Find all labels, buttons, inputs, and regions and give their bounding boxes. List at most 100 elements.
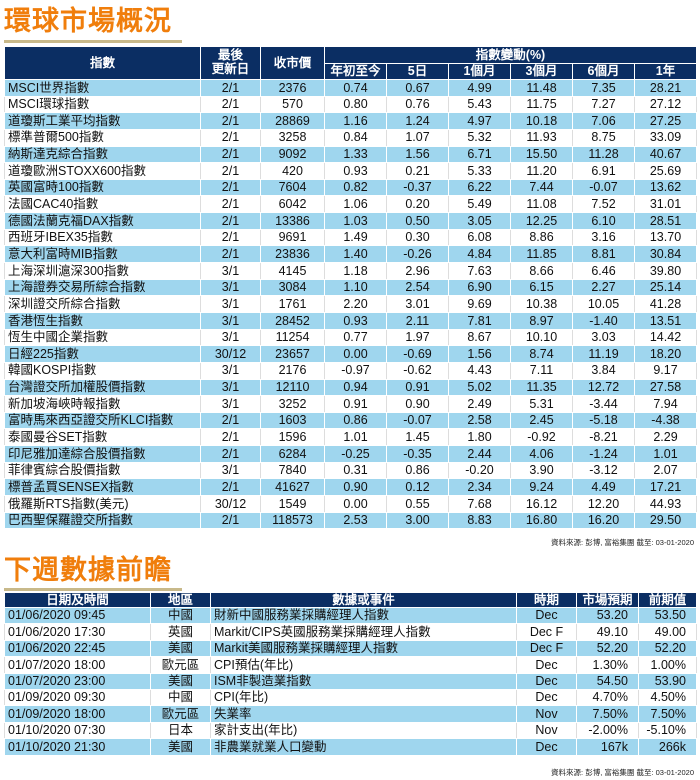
cell-1y: 33.09 bbox=[633, 128, 698, 147]
cell-close: 9092 bbox=[260, 145, 325, 164]
cell-ytd: 2.20 bbox=[324, 295, 387, 313]
cell-5d: 0.50 bbox=[386, 212, 449, 230]
cell-index-name: 道瓊斯工業平均指數 bbox=[4, 112, 201, 130]
header-close: 收市價 bbox=[260, 46, 325, 80]
cell-ytd: -0.25 bbox=[324, 445, 387, 463]
cell-index-name: 西班牙IBEX35指數 bbox=[4, 228, 201, 247]
cell-1y: 29.50 bbox=[633, 511, 698, 530]
cell-ytd: 0.86 bbox=[324, 411, 387, 430]
market-title-rule bbox=[4, 40, 182, 43]
cell-1y: 13.70 bbox=[633, 228, 698, 247]
cell-ytd: 0.00 bbox=[324, 495, 387, 513]
cell-3m: 10.18 bbox=[510, 112, 573, 130]
cell-1y: 28.51 bbox=[633, 212, 698, 230]
cell-index-name: MSCI世界指數 bbox=[4, 79, 201, 97]
header-change-group: 指數變動(%) bbox=[323, 46, 698, 64]
cell-index-name: 上海證券交易所綜合指數 bbox=[4, 278, 201, 297]
cell-datetime: 01/06/2020 09:45 bbox=[4, 606, 151, 625]
calendar-row: 01/10/2020 21:30 美國 非農業就業人口變動 Dec 167k 266k bbox=[4, 738, 697, 756]
cell-index-name: 道瓊歐洲STOXX600指數 bbox=[4, 162, 201, 180]
cell-close: 1761 bbox=[260, 295, 325, 313]
cell-1m: 9.69 bbox=[448, 295, 511, 313]
cell-previous: 7.50% bbox=[638, 705, 697, 723]
cell-1m: 6.71 bbox=[448, 145, 511, 164]
cell-1y: -4.38 bbox=[633, 411, 698, 430]
market-row: 俄羅斯RTS指數(美元) 30/12 1549 0.00 0.55 7.68 16.12 12… bbox=[4, 495, 698, 513]
cell-3m: 8.86 bbox=[510, 228, 573, 247]
cell-5d: -0.69 bbox=[386, 345, 449, 363]
calendar-row: 01/07/2020 23:00 美國 ISM非製造業指數 Dec 54.50 53.90 bbox=[4, 672, 697, 690]
cell-index-name: 菲律賓綜合股價指數 bbox=[4, 461, 201, 480]
cell-index-name: 韓國KOSPI指數 bbox=[4, 361, 201, 380]
calendar-row: 01/06/2020 09:45 中國 財新中國服務業採購經理人指數 Dec 53.20… bbox=[4, 606, 697, 625]
cell-1y: 40.67 bbox=[633, 145, 698, 164]
cell-1y: 31.01 bbox=[633, 195, 698, 214]
cell-last-update: 3/1 bbox=[200, 328, 261, 347]
cell-5d: 0.20 bbox=[386, 195, 449, 214]
cell-close: 6284 bbox=[260, 445, 325, 463]
header-period: 時期 bbox=[516, 592, 577, 608]
market-row: 西班牙IBEX35指數 2/1 9691 1.49 0.30 6.08 8.86 3.16 13… bbox=[4, 228, 698, 247]
cell-1m: 8.83 bbox=[448, 511, 511, 530]
cell-3m: 11.20 bbox=[510, 162, 573, 180]
cell-6m: 16.20 bbox=[572, 511, 635, 530]
cell-6m: -1.40 bbox=[572, 311, 635, 330]
cell-last-update: 30/12 bbox=[200, 495, 261, 513]
cell-last-update: 2/1 bbox=[200, 245, 261, 264]
cell-event: 家計支出(年比) bbox=[210, 721, 517, 740]
cell-6m: 2.27 bbox=[572, 278, 635, 297]
calendar-source-note: 資料來源: 彭博, 富裕集團 截至: 03-01-2020 bbox=[551, 768, 694, 777]
cell-index-name: 上海深圳滬深300指數 bbox=[4, 262, 201, 280]
cell-close: 11254 bbox=[260, 328, 325, 347]
cell-last-update: 2/1 bbox=[200, 95, 261, 114]
cell-last-update: 2/1 bbox=[200, 162, 261, 180]
cell-ytd: 0.90 bbox=[324, 478, 387, 497]
cell-region: 歐元區 bbox=[150, 705, 211, 723]
cell-event: CPI(年比) bbox=[210, 688, 517, 707]
cell-1y: 2.07 bbox=[633, 461, 698, 480]
cell-index-name: 法國CAC40指數 bbox=[4, 195, 201, 214]
cell-1y: 27.12 bbox=[633, 95, 698, 114]
market-row: 菲律賓綜合股價指數 3/1 7840 0.31 0.86 -0.20 3.90 -3.12 2.… bbox=[4, 461, 698, 480]
cell-period: Nov bbox=[516, 705, 577, 723]
cell-close: 28452 bbox=[260, 311, 325, 330]
cell-3m: 4.06 bbox=[510, 445, 573, 463]
cell-1m: 7.63 bbox=[448, 262, 511, 280]
cell-6m: -5.18 bbox=[572, 411, 635, 430]
cell-ytd: 1.33 bbox=[324, 145, 387, 164]
cell-datetime: 01/10/2020 21:30 bbox=[4, 738, 151, 756]
cell-index-name: 泰國曼谷SET指數 bbox=[4, 428, 201, 447]
cell-6m: 12.72 bbox=[572, 378, 635, 397]
cell-close: 1603 bbox=[260, 411, 325, 430]
header-6m: 6個月 bbox=[572, 63, 635, 80]
market-row: 日經225指數 30/12 23657 0.00 -0.69 1.56 8.74 11.19 1… bbox=[4, 345, 698, 363]
cell-period: Dec bbox=[516, 738, 577, 756]
cell-5d: -0.62 bbox=[386, 361, 449, 380]
cell-3m: 8.66 bbox=[510, 262, 573, 280]
market-row: 上海深圳滬深300指數 3/1 4145 1.18 2.96 7.63 8.66 6.46 39… bbox=[4, 262, 698, 280]
cell-5d: 3.01 bbox=[386, 295, 449, 313]
cell-1y: 27.25 bbox=[633, 112, 698, 130]
market-row: 印尼雅加達綜合股價指數 2/1 6284 -0.25 -0.35 2.44 4.06 -1.2… bbox=[4, 445, 698, 463]
cell-6m: 3.16 bbox=[572, 228, 635, 247]
market-row: 台灣證交所加權股價指數 3/1 12110 0.94 0.91 5.02 11.35 12.7… bbox=[4, 378, 698, 397]
header-3m: 3個月 bbox=[510, 63, 573, 80]
cell-1m: 4.97 bbox=[448, 112, 511, 130]
cell-index-name: 標準普爾500指數 bbox=[4, 128, 201, 147]
cell-event: Markit美國服務業採購經理人指數 bbox=[210, 639, 517, 658]
cell-5d: 0.91 bbox=[386, 378, 449, 397]
header-event: 數據或事件 bbox=[210, 592, 517, 608]
cell-previous: 4.50% bbox=[638, 688, 697, 707]
cell-1m: -0.20 bbox=[448, 461, 511, 480]
cell-5d: -0.26 bbox=[386, 245, 449, 264]
calendar-row: 01/09/2020 09:30 中國 CPI(年比) Dec 4.70% 4.50% bbox=[4, 688, 697, 707]
cell-region: 中國 bbox=[150, 688, 211, 707]
cell-1y: 25.14 bbox=[633, 278, 698, 297]
cell-1m: 1.80 bbox=[448, 428, 511, 447]
cell-ytd: 1.10 bbox=[324, 278, 387, 297]
cell-ytd: 1.49 bbox=[324, 228, 387, 247]
cell-3m: 7.44 bbox=[510, 178, 573, 197]
cell-3m: 11.93 bbox=[510, 128, 573, 147]
cell-datetime: 01/09/2020 18:00 bbox=[4, 705, 151, 723]
cell-ytd: 0.84 bbox=[324, 128, 387, 147]
